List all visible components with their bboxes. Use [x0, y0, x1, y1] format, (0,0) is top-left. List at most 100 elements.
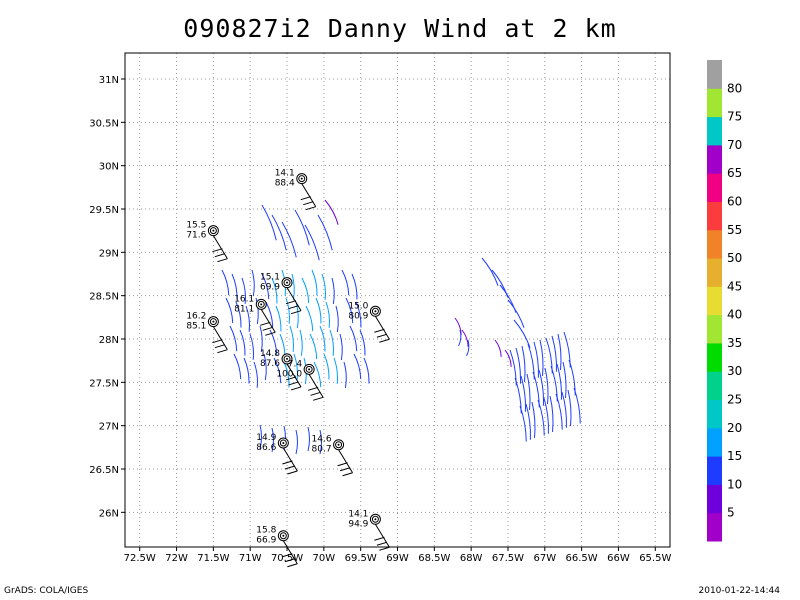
- wind-streak: [263, 353, 267, 381]
- colorbar-label: 20: [727, 421, 742, 435]
- axis-ticks: 72.5W 72W 71.5W 71W 70.5W 70W 69.5W 69W 68.5W 68W…: [89, 75, 671, 564]
- dropsonde: 15.571.6: [186, 221, 228, 263]
- map-title: 090827i2 Danny Wind at 2 km: [183, 14, 617, 43]
- wind-streak: [321, 273, 326, 300]
- wind-streak: [549, 395, 554, 432]
- wind-streak: [305, 305, 314, 332]
- dropsonde-pressure-value: 80.7: [312, 445, 332, 455]
- wind-barb-shaft: [212, 326, 228, 350]
- wind-streak: [519, 405, 527, 442]
- wind-barb-flag: [284, 465, 295, 470]
- colorbar-swatch: [707, 229, 722, 259]
- wind-streak: [293, 353, 298, 380]
- wind-streak: [481, 257, 499, 286]
- lat-tick-label: 26.5N: [89, 465, 119, 476]
- colorbar-swatch: [707, 286, 722, 316]
- colorbar-label: 5: [727, 506, 735, 520]
- lon-tick-label: 71.5W: [197, 553, 229, 564]
- colorbar-swatch: [707, 399, 722, 429]
- wind-barb-shaft: [282, 540, 298, 564]
- dropsonde-wind-value: 15.8: [256, 526, 276, 536]
- lon-tick-label: 71W: [239, 553, 262, 564]
- wind-streak: [504, 349, 512, 367]
- wind-barb-flag: [285, 376, 297, 381]
- colorbar-swatch: [707, 173, 722, 202]
- wind-streak: [225, 297, 234, 324]
- dropsonde-center: [212, 229, 215, 232]
- wind-streak: [531, 401, 536, 438]
- wind-streak: [526, 373, 531, 410]
- wind-streak: [345, 297, 354, 324]
- wind-streak: [229, 325, 238, 352]
- wind-barb-flag: [217, 349, 228, 354]
- wind-streak: [513, 319, 531, 348]
- dropsonde-pressure-value: 81.1: [234, 304, 254, 314]
- colorbar-label: 75: [727, 110, 742, 124]
- dropsonde-pressure-value: 86.6: [256, 443, 276, 453]
- wind-streak: [319, 325, 326, 352]
- dropsonde-pressure-value: 66.9: [256, 536, 276, 546]
- dropsonde-wind-value: 15.0: [348, 301, 368, 311]
- dropsonde: 14.680.7: [312, 435, 354, 477]
- wind-streak: [521, 345, 526, 382]
- dropsonde-ring-inner: [209, 318, 217, 326]
- wind-streak: [567, 389, 572, 426]
- wind-streak: [309, 333, 318, 360]
- wind-streak: [325, 301, 330, 328]
- grid-lines: [125, 53, 670, 547]
- wind-streak: [556, 363, 562, 400]
- wind-barb-flag: [379, 546, 390, 551]
- wind-streak: [249, 333, 254, 360]
- dropsonde-ring-inner: [305, 365, 313, 373]
- wind-streak: [355, 301, 362, 328]
- wind-barb-flag: [310, 391, 321, 396]
- dropsonde-center: [374, 310, 377, 313]
- wind-barb-flag: [287, 470, 298, 475]
- dropsonde-center: [286, 357, 289, 360]
- dropsonde-wind-value: 15.5: [186, 221, 206, 231]
- colorbar-swatch: [707, 371, 722, 401]
- dropsonde-ring-inner: [209, 227, 217, 235]
- wind-streak: [301, 277, 310, 304]
- wind-streak: [261, 273, 270, 300]
- dropsonde-ring-inner: [279, 532, 287, 540]
- footer-credit: GrADS: COLA/IGES: [4, 586, 89, 596]
- footer-timestamp: 2010-01-22-14:44: [698, 586, 781, 596]
- dropsonde-center: [212, 320, 215, 323]
- dropsonde-wind-value: 14.1: [275, 169, 295, 179]
- wind-barb-flag: [282, 553, 293, 558]
- wind-streak: [294, 209, 310, 246]
- wind-streak: [561, 391, 567, 428]
- wind-streak: [324, 199, 339, 225]
- dropsonde: 14.986.6: [256, 433, 298, 475]
- wind-barb-flag: [342, 472, 353, 477]
- wind-streak: [285, 297, 290, 324]
- lon-tick-label: 69.5W: [345, 553, 377, 564]
- lat-tick-label: 28N: [99, 335, 119, 346]
- wind-streak: [315, 297, 322, 324]
- wind-barb-shaft: [374, 316, 390, 340]
- wind-barb-flag: [307, 386, 319, 391]
- wind-barb-flag: [214, 344, 226, 349]
- dropsonde-center: [374, 518, 377, 521]
- wind-streak: [235, 301, 242, 328]
- lat-tick-label: 31N: [99, 75, 119, 86]
- dropsonde-wind-value: 15.1: [260, 273, 280, 283]
- dropsonde-ring-inner: [257, 300, 265, 308]
- colorbar-label: 35: [727, 336, 742, 350]
- wind-barb-flag: [217, 258, 228, 263]
- wind-barb-flag: [300, 196, 311, 201]
- dropsonde-ring-inner: [279, 439, 287, 447]
- wind-streak: [351, 273, 358, 300]
- dropsonde-pressure-value: 71.6: [186, 231, 206, 241]
- colorbar-swatch: [707, 116, 722, 146]
- dropsonde-wind-value: 16.2: [186, 312, 206, 322]
- colorbar-swatch: [707, 456, 722, 485]
- dropsonde: 16.285.1: [186, 312, 228, 354]
- dropsonde: 16.181.1: [234, 294, 276, 336]
- wind-streak: [537, 399, 545, 436]
- wind-streak: [241, 277, 246, 304]
- lat-tick-label: 30N: [99, 162, 119, 173]
- wind-streak: [515, 347, 521, 384]
